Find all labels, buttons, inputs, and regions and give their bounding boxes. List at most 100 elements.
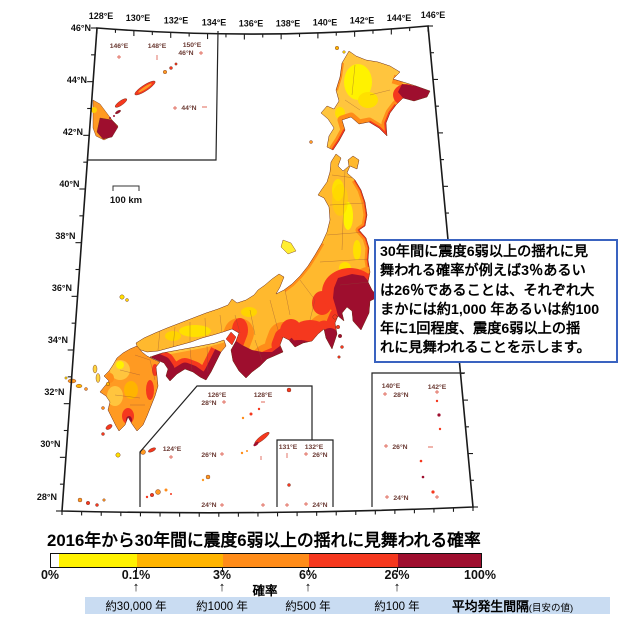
map-title: 2016年から30年間に震度6弱以上の揺れに見舞われる確率 bbox=[47, 531, 481, 550]
inset-kuril-labels: 146°E 148°E 150°E 46°N 44°N bbox=[110, 41, 202, 112]
island-hokkaido bbox=[320, 50, 431, 151]
colorbar-segment bbox=[398, 554, 481, 567]
colorbar-tick bbox=[397, 568, 398, 572]
up-arrow-icon: ↑ bbox=[218, 579, 226, 594]
svg-text:128°E: 128°E bbox=[254, 391, 273, 399]
colorbar-tick bbox=[136, 568, 137, 572]
svg-text:28°N: 28°N bbox=[201, 399, 216, 407]
svg-text:144°E: 144°E bbox=[387, 13, 412, 23]
svg-text:136°E: 136°E bbox=[239, 19, 264, 29]
colorbar-segment bbox=[309, 554, 398, 567]
svg-text:38°N: 38°N bbox=[55, 231, 75, 241]
svg-text:146°E: 146°E bbox=[421, 10, 446, 20]
svg-text:40°N: 40°N bbox=[59, 179, 79, 189]
svg-text:134°E: 134°E bbox=[202, 18, 227, 28]
up-arrow-icon: ↑ bbox=[393, 579, 401, 594]
colorbar-segment bbox=[59, 554, 137, 567]
island-kyushu bbox=[99, 345, 161, 432]
colorbar-percent-label: 0.1% bbox=[121, 568, 151, 582]
kuril-islands bbox=[91, 62, 178, 141]
colorbar-segment bbox=[223, 554, 309, 567]
svg-text:132°E: 132°E bbox=[305, 443, 324, 451]
latitude-labels: 46°N 44°N 42°N 40°N 38°N 36°N 34°N 32°N … bbox=[37, 23, 91, 502]
frame-ticks bbox=[56, 25, 478, 517]
recurrence-strip bbox=[85, 597, 610, 614]
inset-ogasawara-frame bbox=[371, 372, 465, 507]
svg-text:124°E: 124°E bbox=[163, 445, 182, 453]
svg-text:126°E: 126°E bbox=[208, 391, 227, 399]
svg-text:132°E: 132°E bbox=[164, 16, 189, 26]
colorbar-percent-label: 0% bbox=[40, 568, 60, 582]
svg-text:140°E: 140°E bbox=[382, 382, 401, 390]
scale-label: 100 km bbox=[110, 195, 142, 206]
explanation-line: 年に1回程度、震度6弱以上の揺 bbox=[380, 321, 581, 338]
svg-text:36°N: 36°N bbox=[52, 283, 72, 293]
colorbar-percent-label: 26% bbox=[384, 568, 410, 582]
probability-colorbar bbox=[50, 553, 482, 568]
colorbar-tick bbox=[308, 568, 309, 572]
colorbar-percent-label: 3% bbox=[212, 568, 232, 582]
colorbar-segment bbox=[137, 554, 223, 567]
map-frame bbox=[56, 25, 478, 517]
colorbar-percent-label: 6% bbox=[298, 568, 318, 582]
inset-kuril-frame bbox=[87, 30, 219, 161]
svg-text:138°E: 138°E bbox=[276, 19, 301, 29]
colorbar-tick bbox=[222, 568, 223, 572]
svg-text:24°N: 24°N bbox=[312, 501, 327, 509]
svg-text:44°N: 44°N bbox=[67, 75, 87, 85]
svg-text:130°E: 130°E bbox=[126, 13, 151, 23]
inset-okinawa-frame bbox=[139, 385, 313, 507]
svg-text:32°N: 32°N bbox=[44, 387, 64, 397]
svg-text:140°E: 140°E bbox=[313, 18, 338, 28]
svg-text:142°E: 142°E bbox=[428, 383, 447, 391]
inset-daito-labels: 131°E 132°E 26°N 24°N bbox=[279, 443, 328, 509]
svg-text:146°E: 146°E bbox=[110, 42, 129, 50]
svg-text:148°E: 148°E bbox=[148, 42, 167, 50]
inset-ogasawara-labels: 140°E 28°N 142°E 26°N 24°N bbox=[382, 382, 447, 502]
inset-daito-frame bbox=[276, 439, 334, 507]
longitude-labels: 128°E 130°E 132°E 134°E 136°E 138°E 140°… bbox=[89, 10, 446, 29]
svg-text:142°E: 142°E bbox=[350, 16, 375, 26]
inset-frames bbox=[87, 30, 465, 507]
island-honshu bbox=[135, 153, 379, 379]
explanation-line: れに見舞われることを示します。 bbox=[380, 340, 591, 357]
svg-text:42°N: 42°N bbox=[63, 127, 83, 137]
explanation-line: は26％であることは、それぞれ大 bbox=[380, 282, 595, 299]
inset-okinawa-labels: 126°E 28°N 128°E 124°E 26°N 24°N bbox=[163, 391, 273, 509]
svg-text:131°E: 131°E bbox=[279, 443, 298, 451]
up-arrow-icon: ↑ bbox=[132, 579, 140, 594]
explanation-line: 舞われる確率が例えば3％あるい bbox=[380, 263, 586, 280]
explanation-line: まかには約1,000 年あるいは約100 bbox=[380, 301, 600, 318]
scale-bar: 100 km bbox=[110, 185, 142, 206]
svg-text:34°N: 34°N bbox=[48, 335, 68, 345]
svg-text:28°N: 28°N bbox=[37, 492, 57, 502]
explanation-line: 30年間に震度6弱以上の揺れに見 bbox=[380, 244, 589, 260]
recurrence-interval-label: 約100 年 bbox=[374, 601, 420, 613]
ogasawara-islands bbox=[419, 399, 442, 494]
okinawa-islands bbox=[145, 387, 292, 499]
probability-axis-label: 確率 bbox=[252, 584, 278, 598]
svg-text:26°N: 26°N bbox=[201, 451, 216, 459]
svg-text:44°N: 44°N bbox=[181, 104, 196, 112]
grid-marks bbox=[117, 51, 439, 507]
svg-text:46°N: 46°N bbox=[71, 23, 91, 33]
recurrence-interval-label: 約1000 年 bbox=[196, 601, 248, 613]
svg-text:26°N: 26°N bbox=[392, 443, 407, 451]
probability-explanation-box: 30年間に震度6弱以上の揺れに見 舞われる確率が例えば3％あるい は26％である… bbox=[374, 239, 618, 363]
svg-text:24°N: 24°N bbox=[393, 494, 408, 502]
svg-text:128°E: 128°E bbox=[89, 11, 114, 21]
svg-text:46°N: 46°N bbox=[178, 49, 193, 57]
svg-text:30°N: 30°N bbox=[40, 439, 60, 449]
recurrence-title-suffix: (目安の値) bbox=[528, 603, 574, 614]
svg-text:28°N: 28°N bbox=[393, 391, 408, 399]
colorbar-percent-label: 100% bbox=[464, 568, 496, 582]
recurrence-interval-label: 約30,000 年 bbox=[105, 601, 167, 613]
svg-text:150°E: 150°E bbox=[183, 41, 202, 49]
recurrence-title: 平均発生間隔(目安の値) bbox=[452, 599, 574, 614]
colorbar-segment bbox=[51, 554, 60, 567]
svg-text:24°N: 24°N bbox=[201, 501, 216, 509]
japan-hazard-map: 100 km 128°E 130°E 132°E 134°E 136°E 138… bbox=[37, 10, 478, 517]
up-arrow-icon: ↑ bbox=[304, 579, 312, 594]
svg-text:26°N: 26°N bbox=[312, 451, 327, 459]
